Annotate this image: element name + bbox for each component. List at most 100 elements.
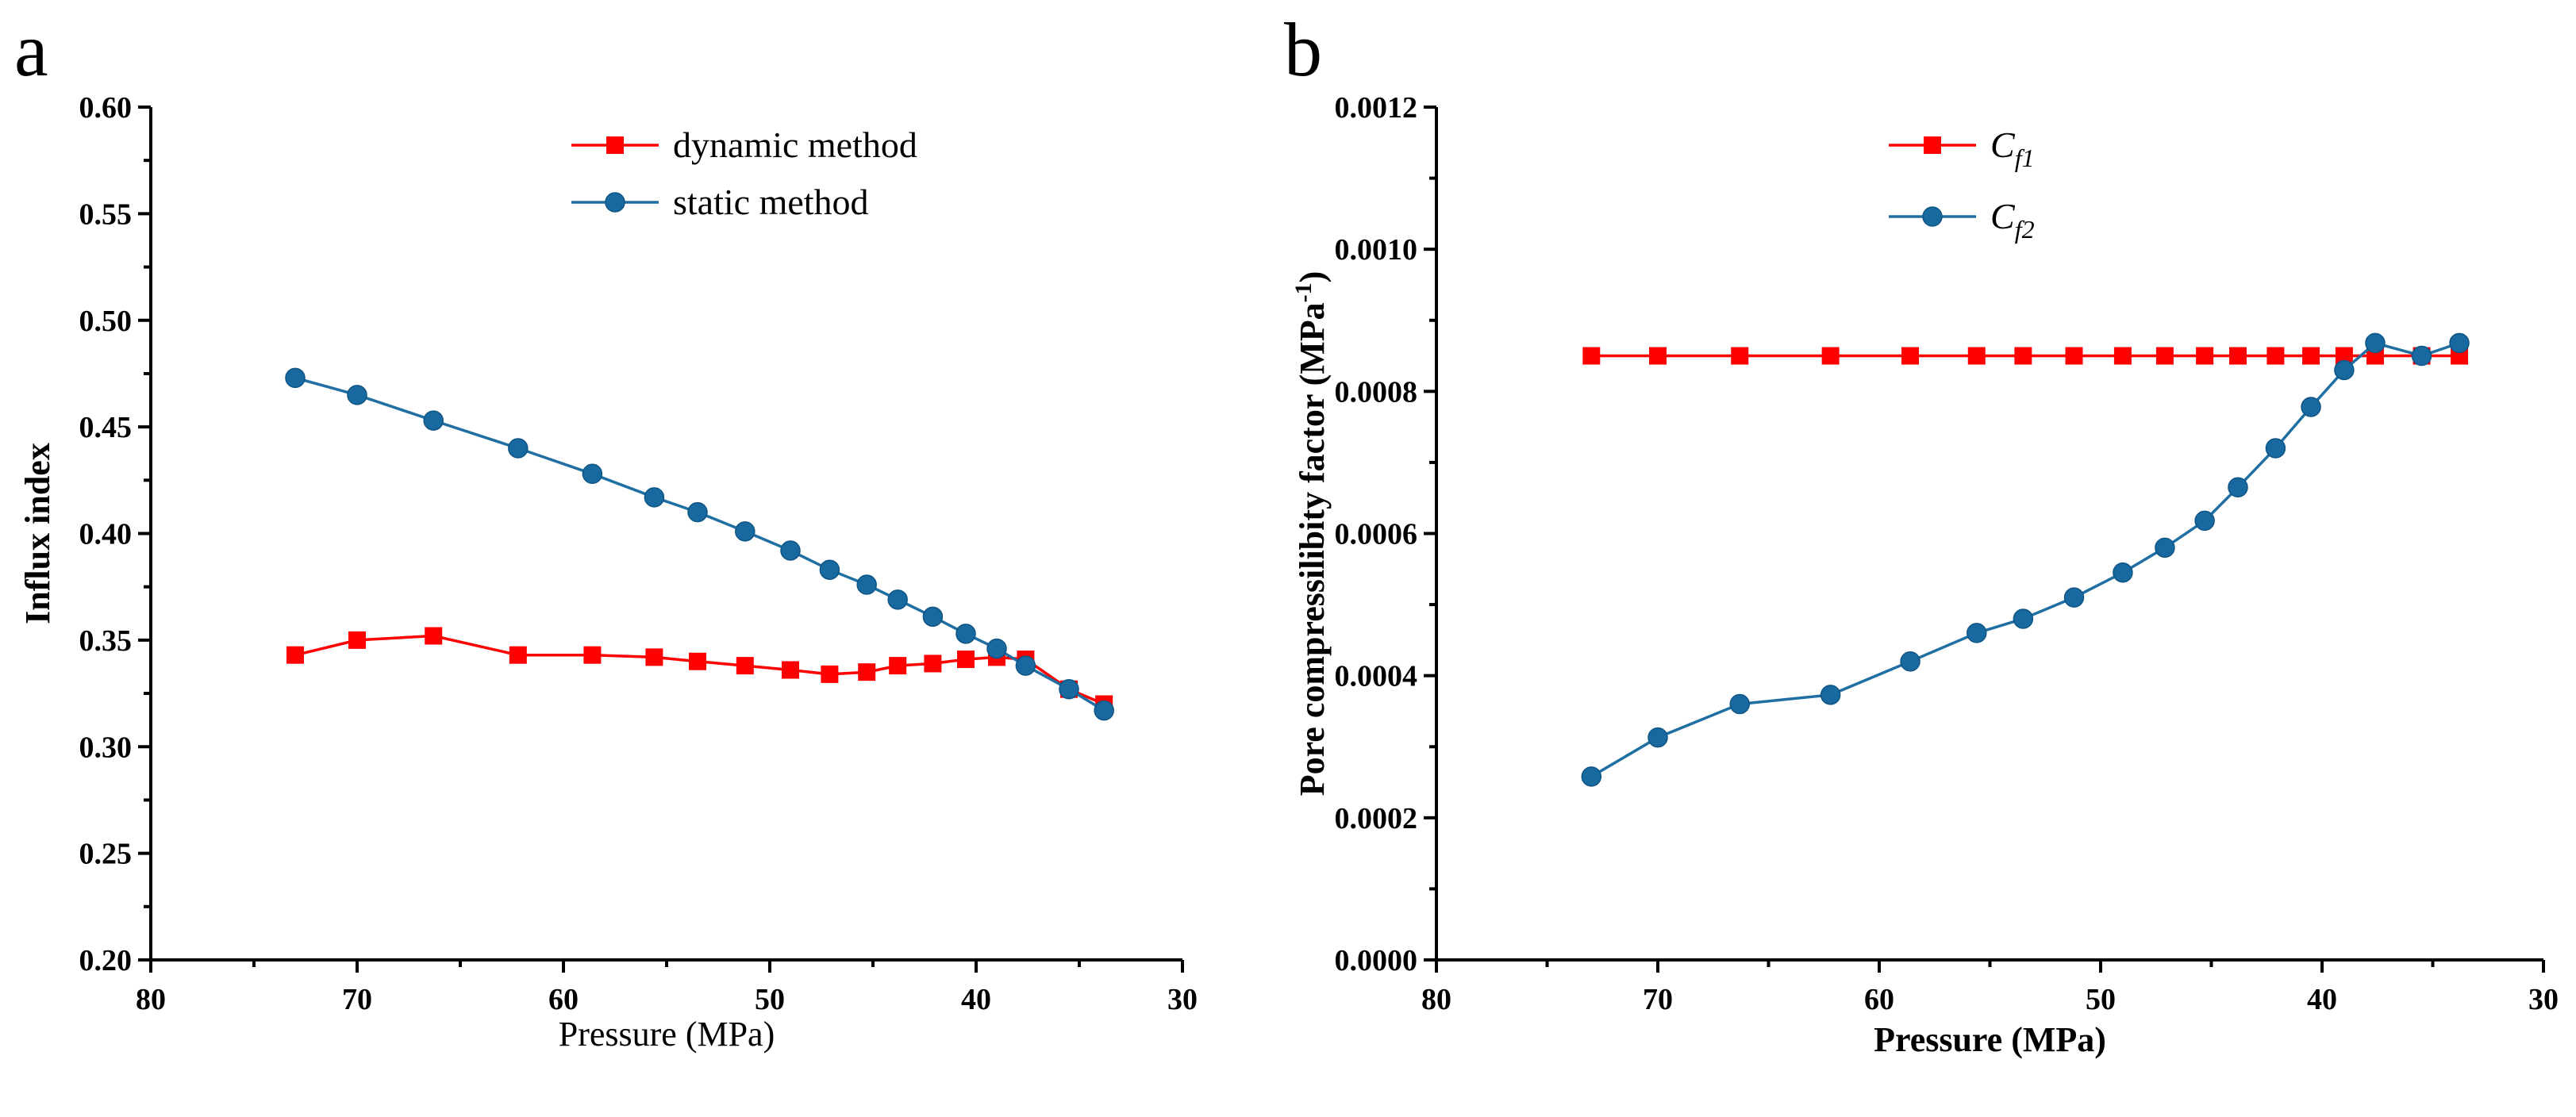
data-point-circle [819,559,840,580]
data-point-square [2302,347,2320,365]
y-axis-title-close: ) [1293,271,1332,283]
data-point-square [2335,347,2353,365]
data-point-circle [856,574,877,595]
x-tick-label: 70 [1643,983,1673,1016]
y-tick-label: 0.0008 [1335,375,1418,409]
series-line [1590,341,2460,778]
data-point-circle [986,638,1007,659]
data-point-circle [2063,587,2085,608]
x-tick-label: 60 [548,983,579,1016]
data-point-square [689,652,706,670]
legend-item-cf2: Cf2 [1889,196,2035,244]
data-point-circle [1059,678,1079,700]
panel-b-chart: b 80 70 60 50 40 30 0.0000 0.0002 0.0004 0.0006 0.… [1284,7,2559,1059]
data-point-square [1967,347,1986,365]
y-tick-label: 0.45 [79,411,133,444]
x-tick-label: 80 [1421,983,1451,1016]
data-point-circle [1967,623,1987,643]
panel-a-ticks: 80 70 60 50 40 30 0.20 0.25 0.30 0.35 0.40 0.45 0.50… [79,91,1198,1016]
panel-a-axes [149,107,1182,962]
data-point-circle [2301,397,2321,417]
data-point-square [782,661,799,679]
y-tick-label: 0.50 [79,305,133,338]
legend-marker-circle [605,192,625,213]
data-point-square [736,657,754,675]
data-point-square [286,646,304,664]
data-point-square [957,651,975,669]
data-point-square [1821,347,1840,365]
data-point-circle [1820,685,1841,705]
y-tick-label: 0.40 [79,518,133,551]
panel-b-y-axis-title: Pore compressilibity factor (MPa-1) [1290,271,1332,796]
legend-label-cf2-main: C [1990,196,2016,236]
data-point-circle [2411,345,2432,367]
data-point-square [509,646,527,664]
data-point-circle [644,487,665,508]
data-point-square [2113,347,2132,365]
data-point-circle [2449,332,2470,354]
data-point-circle [2113,562,2133,583]
x-tick-label: 70 [342,983,372,1016]
y-tick-label: 0.35 [79,624,133,658]
x-tick-label: 30 [1167,983,1198,1016]
legend-label-cf1: Cf1 [1990,125,2035,172]
x-tick-label: 50 [2086,983,2116,1016]
y-tick-label: 0.0006 [1335,518,1418,551]
panel-a-legend: dynamic method static method [571,125,917,222]
data-point-circle [423,410,444,431]
series-dynamic-method [286,627,1113,713]
panel-b-letter: b [1284,7,1322,92]
series-cf1 [1582,347,2468,365]
data-point-circle [347,385,367,405]
data-point-circle [1647,727,1668,748]
data-point-square [2155,347,2174,365]
data-point-square [1582,347,1601,365]
data-point-square [1901,347,1920,365]
data-point-square [2196,347,2214,365]
y-tick-label: 0.30 [79,731,133,764]
x-tick-label: 60 [1864,983,1894,1016]
panel-b-x-axis-title: Pressure (MPa) [1874,1020,2106,1059]
data-point-square [583,646,602,664]
panel-b-ticks: 80 70 60 50 40 30 0.0000 0.0002 0.0004 0.0006 0.00… [1335,91,2559,1016]
data-point-circle [2155,537,2175,558]
data-point-square [2228,347,2247,365]
data-point-circle [687,501,708,523]
data-point-circle [285,367,306,389]
legend-item-dynamic-method: dynamic method [571,125,917,165]
panel-a-series [285,367,1114,721]
legend-label-cf2-sub: f2 [2015,215,2035,244]
data-point-square [1731,347,1749,365]
legend-item-cf1: Cf1 [1889,125,2035,172]
data-point-square [2266,347,2285,365]
y-tick-label: 0.0004 [1335,660,1418,693]
data-point-square [924,654,942,673]
data-point-square [348,631,366,649]
data-point-circle [2228,477,2248,498]
series-cf2 [1581,332,2470,787]
panel-b-legend: Cf1 Cf2 [1889,125,2035,244]
y-tick-label: 0.60 [79,91,133,125]
x-tick-label: 80 [136,983,166,1016]
legend-marker-square [606,136,624,154]
series-static-method [285,367,1114,721]
data-point-square [889,657,907,675]
data-point-circle [780,540,801,561]
x-tick-label: 30 [2528,983,2559,1016]
data-point-circle [2265,438,2286,459]
data-point-square [2065,347,2083,365]
data-point-square [425,627,443,645]
legend-marker-circle [1922,206,1943,227]
data-point-circle [508,438,529,459]
y-tick-label: 0.0012 [1335,91,1418,125]
panel-a-x-axis-title: Pressure (MPa) [559,1015,775,1054]
panel-a-letter: a [14,7,48,92]
legend-label-cf1-sub: f1 [2015,144,2035,172]
data-point-circle [735,521,755,542]
data-point-square [645,648,663,666]
x-tick-label: 50 [755,983,785,1016]
data-point-circle [1015,655,1036,676]
y-tick-label: 0.55 [79,198,133,231]
legend-marker-square [1924,136,1941,154]
y-axis-title-superscript: -1 [1290,282,1317,302]
